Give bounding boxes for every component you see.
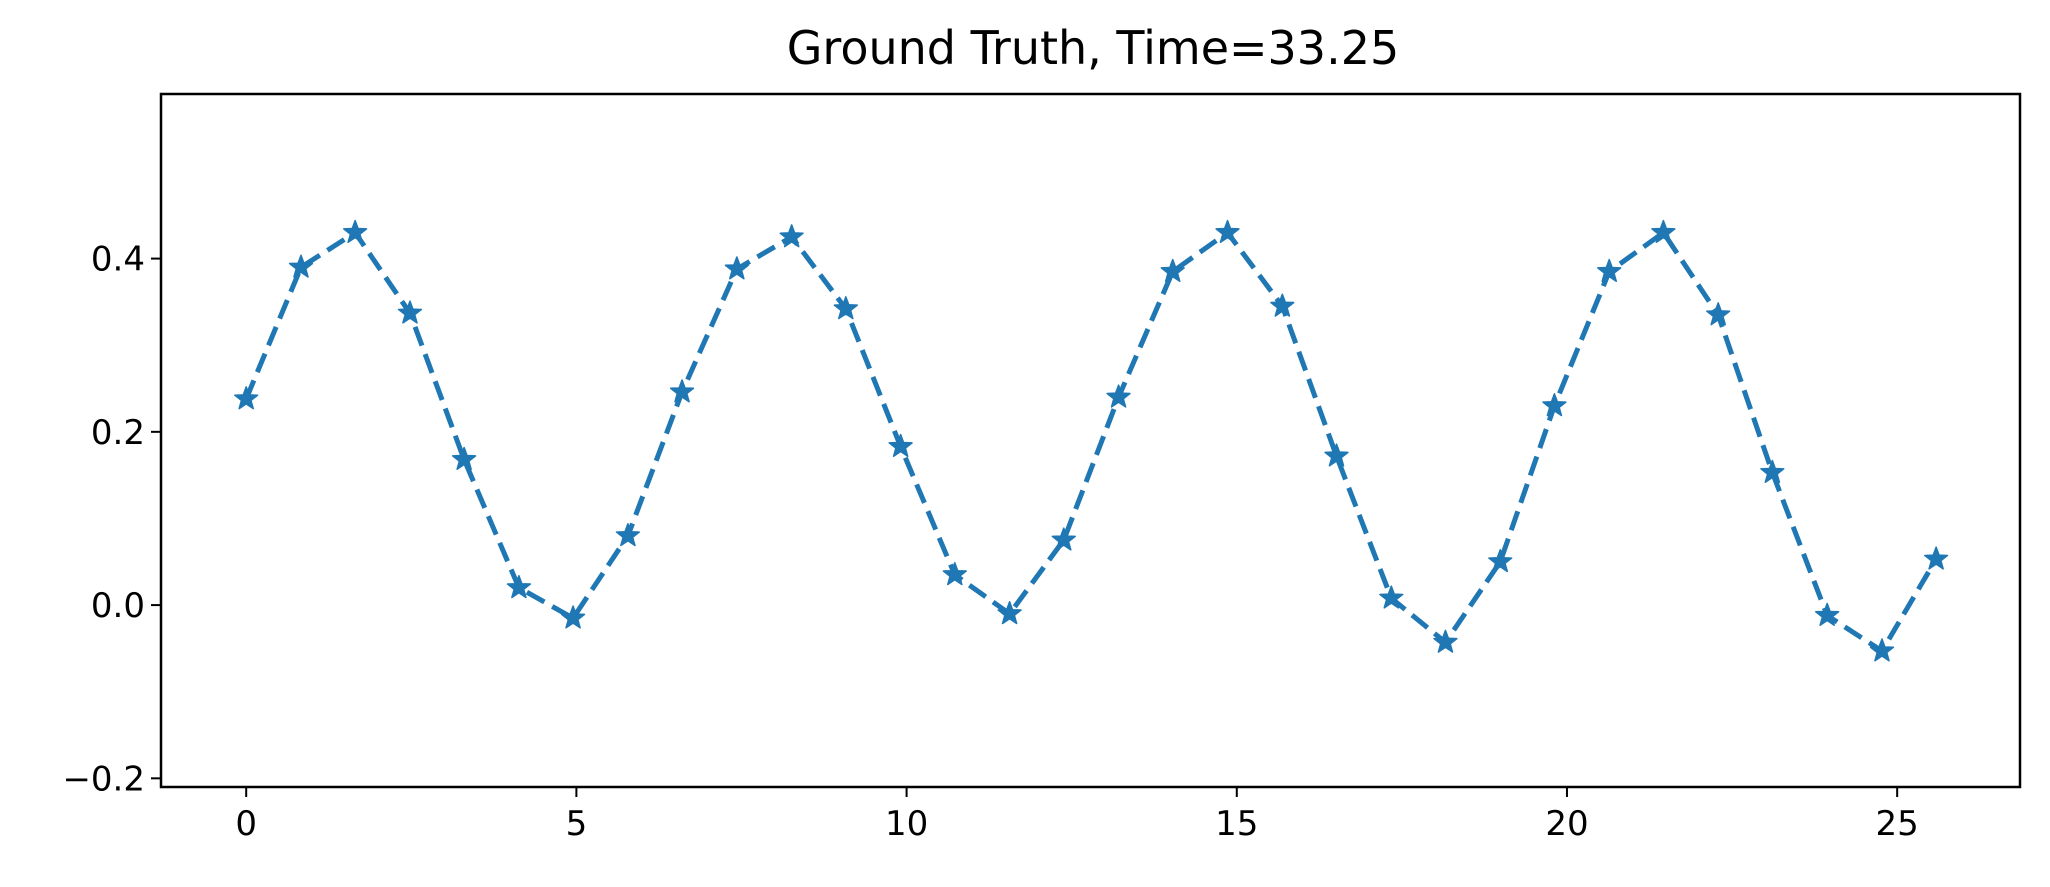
data-point-marker bbox=[342, 219, 368, 244]
series-line bbox=[243, 230, 1939, 654]
data-point-marker bbox=[234, 386, 259, 410]
data-point-marker bbox=[1215, 219, 1240, 244]
y-tick-label: 0.0 bbox=[91, 586, 145, 626]
data-point-marker bbox=[833, 296, 858, 320]
data-point-marker bbox=[724, 256, 750, 280]
data-point-marker bbox=[615, 523, 641, 547]
data-point-marker bbox=[397, 300, 423, 324]
data-point-marker bbox=[779, 224, 804, 248]
data-point-marker bbox=[669, 379, 695, 403]
data-point-marker bbox=[1760, 459, 1785, 484]
data-point-marker bbox=[1324, 443, 1349, 467]
x-tick-label: 10 bbox=[885, 804, 928, 844]
data-point-marker bbox=[451, 446, 477, 471]
x-tick-label: 15 bbox=[1215, 804, 1258, 844]
data-point-marker bbox=[1706, 302, 1731, 326]
series-layer bbox=[234, 219, 1949, 662]
data-point-marker bbox=[1651, 219, 1676, 244]
y-tick-label: 0.2 bbox=[91, 413, 145, 453]
chart-title: Ground Truth, Time=33.25 bbox=[787, 21, 1399, 75]
data-point-marker bbox=[1379, 585, 1404, 609]
data-point-marker bbox=[1488, 549, 1513, 573]
data-point-marker bbox=[1051, 527, 1076, 551]
data-point-marker bbox=[506, 575, 532, 599]
y-axis: −0.2 0.0 0.2 0.4 bbox=[62, 240, 161, 799]
data-point-marker bbox=[560, 605, 586, 629]
data-point-marker bbox=[1923, 546, 1949, 570]
data-point-marker bbox=[1270, 293, 1295, 317]
plot-area-frame bbox=[159, 92, 2022, 789]
data-point-marker bbox=[888, 433, 913, 458]
data-point-marker bbox=[997, 601, 1022, 625]
data-point-marker bbox=[288, 254, 314, 278]
data-point-marker bbox=[942, 562, 967, 586]
x-tick-label: 0 bbox=[235, 804, 257, 844]
data-point-marker bbox=[1433, 629, 1458, 653]
data-point-marker bbox=[1597, 258, 1622, 283]
x-tick-label: 20 bbox=[1545, 804, 1588, 844]
data-point-marker bbox=[1106, 384, 1131, 408]
data-point-marker bbox=[1869, 638, 1895, 662]
x-tick-label: 5 bbox=[566, 804, 588, 844]
y-tick-label: 0.4 bbox=[91, 240, 145, 280]
x-axis: 0 5 10 15 20 25 bbox=[235, 787, 1919, 844]
data-point-marker bbox=[1815, 602, 1840, 626]
data-point-marker bbox=[1542, 393, 1567, 417]
data-point-marker bbox=[1160, 258, 1185, 283]
y-tick-label: −0.2 bbox=[62, 759, 145, 799]
x-tick-label: 25 bbox=[1876, 804, 1919, 844]
